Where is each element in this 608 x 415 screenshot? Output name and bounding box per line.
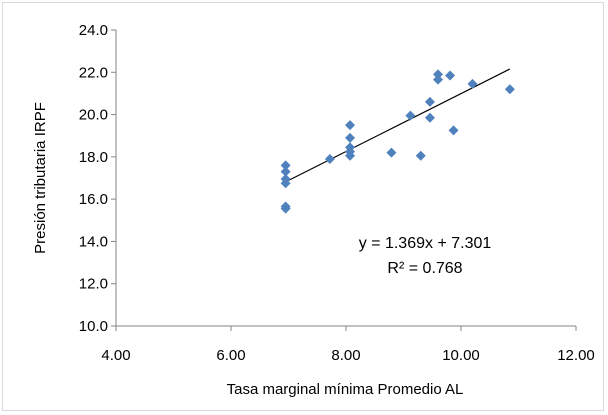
data-point — [415, 150, 426, 161]
data-point — [280, 166, 291, 177]
data-point — [280, 203, 291, 214]
x-tick-label: 6.00 — [216, 347, 245, 364]
trendline-equation: y = 1.369x + 7.301 — [359, 235, 492, 252]
trendline — [285, 68, 511, 183]
data-point — [433, 69, 443, 80]
data-point — [386, 147, 397, 158]
y-tick-label: 18.0 — [79, 149, 108, 166]
data-point — [424, 96, 435, 107]
x-tick-label: 4.00 — [101, 347, 130, 364]
data-point — [445, 70, 456, 81]
y-tick-label: 14.0 — [79, 233, 108, 250]
y-tick-label: 22.0 — [79, 64, 108, 81]
plot-area: 10.0 12.0 14.0 16.0 18.0 20.0 22.0 24.0 4.00 6.0… — [79, 22, 595, 364]
x-axis: 4.00 6.00 8.00 10.00 12.00 — [101, 326, 595, 364]
x-axis-title: Tasa marginal mínima Promedio AL — [227, 381, 464, 398]
data-point — [345, 150, 356, 161]
data-point — [448, 125, 459, 136]
data-point — [280, 160, 291, 171]
y-axis: 10.0 12.0 14.0 16.0 18.0 20.0 22.0 24.0 — [79, 22, 116, 335]
data-point — [504, 84, 515, 95]
y-tick-label: 16.0 — [79, 191, 108, 208]
data-point — [345, 120, 356, 131]
data-point — [345, 132, 356, 143]
data-point — [405, 110, 416, 121]
data-point — [324, 153, 335, 164]
y-tick-label: 12.0 — [79, 276, 108, 293]
y-tick-label: 10.0 — [79, 318, 108, 335]
x-tick-label: 12.00 — [557, 347, 595, 364]
chart-area — [2, 2, 604, 411]
data-point — [424, 112, 435, 123]
y-axis-title: Presión tributaria IRPF — [32, 102, 49, 254]
x-tick-label: 8.00 — [331, 347, 360, 364]
data-points — [280, 69, 515, 214]
y-tick-label: 20.0 — [79, 107, 108, 124]
x-tick-label: 10.00 — [442, 347, 480, 364]
y-tick-label: 24.0 — [79, 22, 108, 39]
data-point — [433, 74, 443, 85]
r-squared-label: R² = 0.768 — [387, 260, 462, 277]
data-point — [280, 178, 291, 189]
data-point — [467, 78, 478, 89]
